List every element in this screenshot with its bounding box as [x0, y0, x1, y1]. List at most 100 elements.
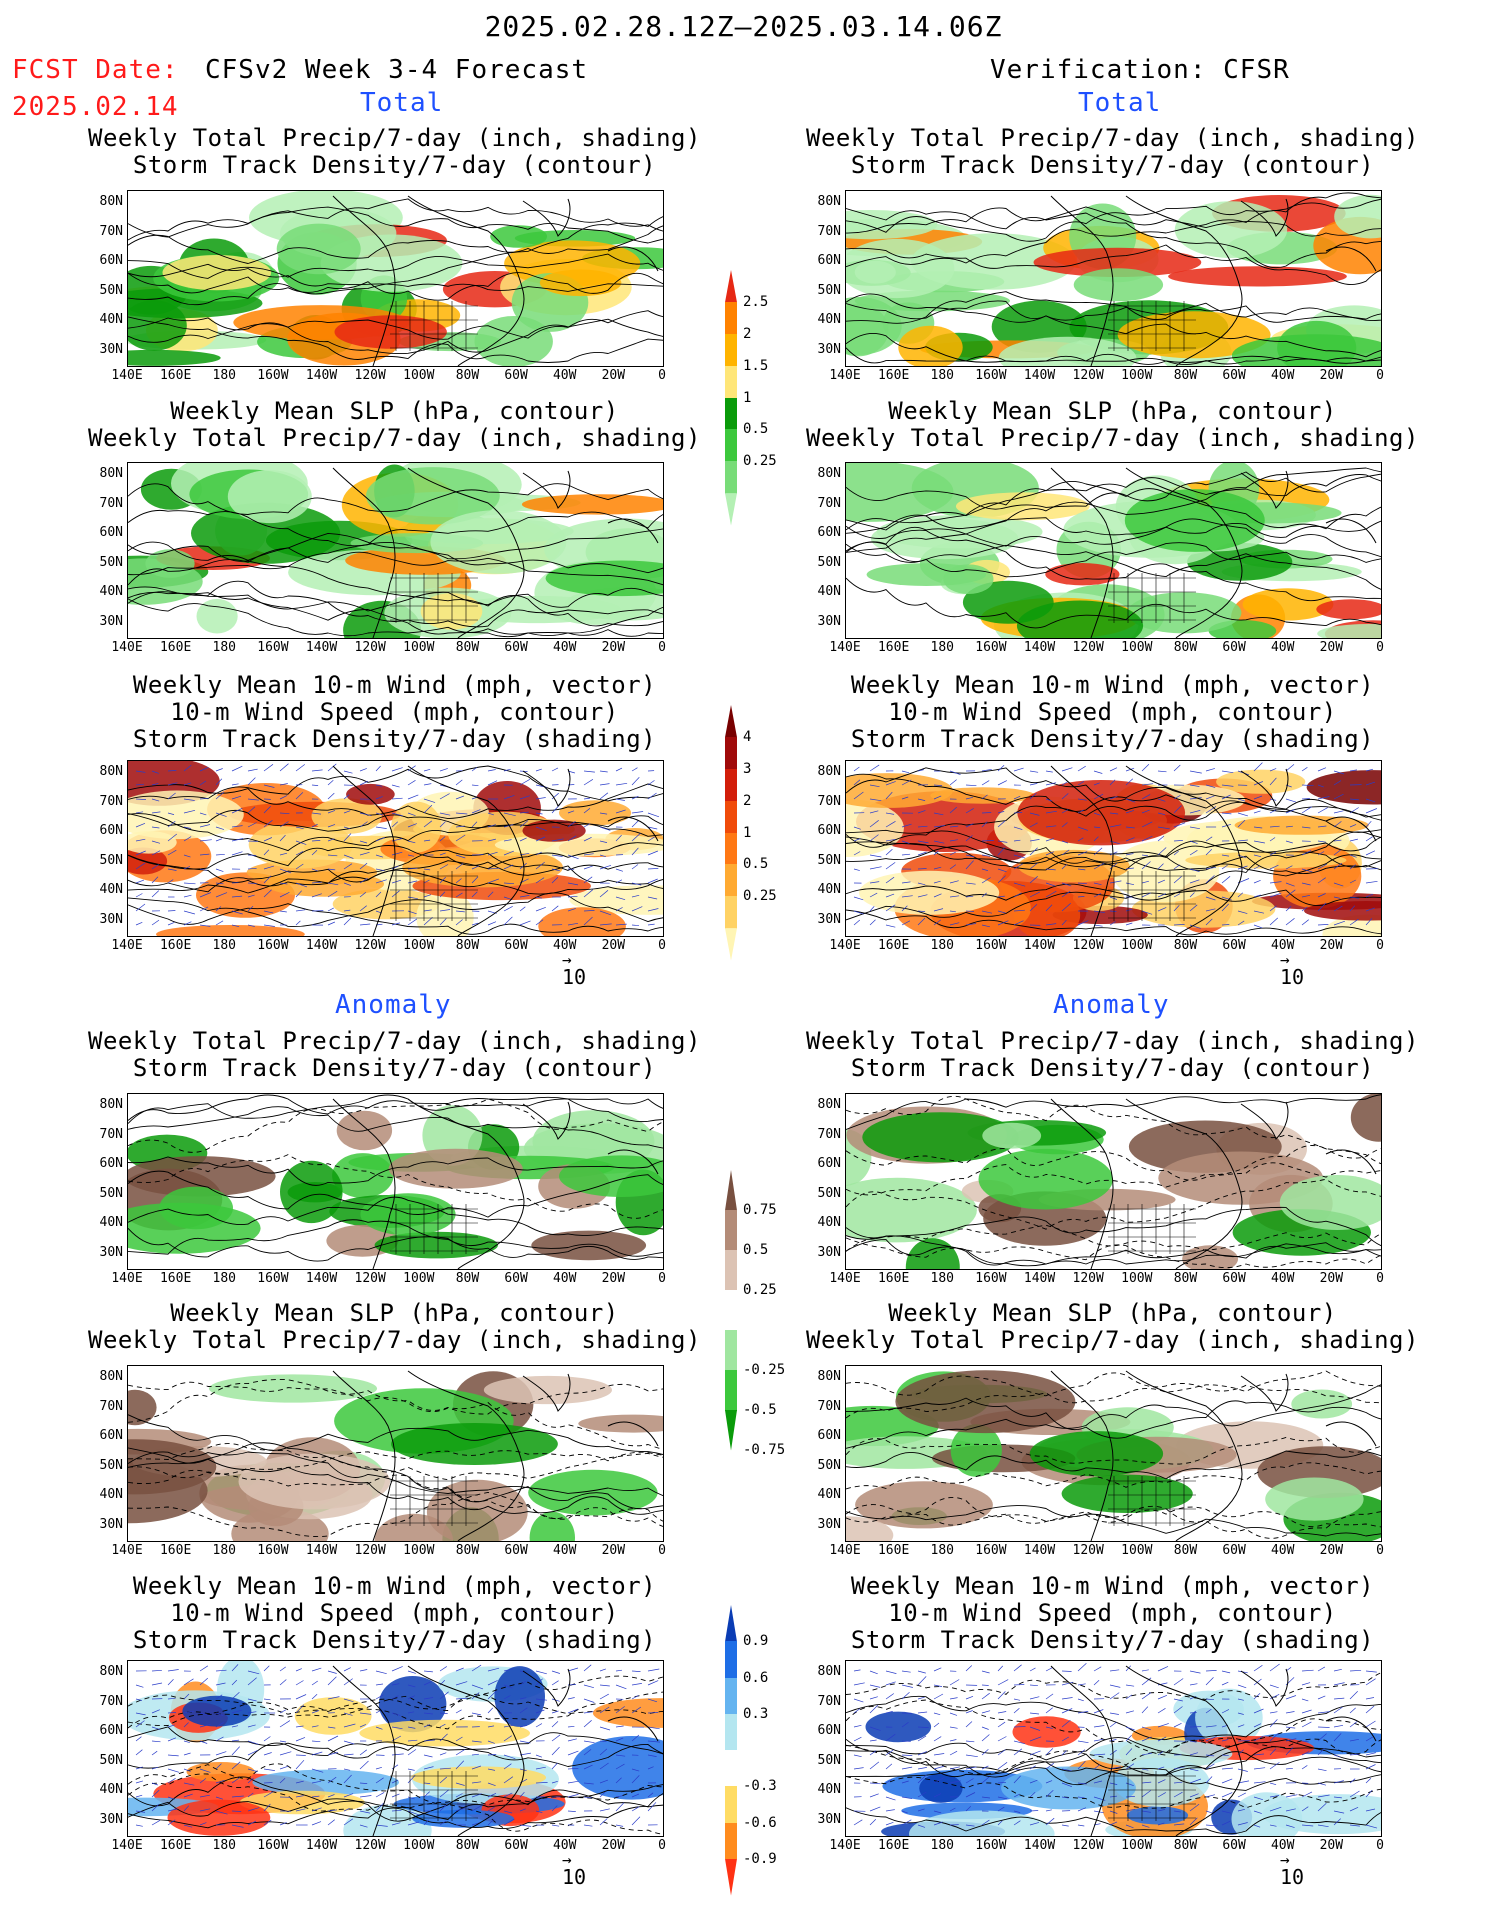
wind-vector	[183, 894, 192, 898]
wind-vector	[1141, 892, 1151, 898]
wind-vector	[1093, 1738, 1104, 1742]
wind-vector	[869, 784, 880, 788]
shading-patch	[494, 1666, 545, 1727]
wind-vector	[375, 1694, 384, 1700]
contour-line	[846, 773, 1381, 821]
contour-line	[128, 903, 663, 935]
shading-patch	[360, 1193, 456, 1236]
lat-label: 70N	[99, 495, 123, 511]
colorbar-swatch	[725, 1170, 737, 1211]
wind-vector	[231, 895, 243, 898]
wind-vector	[519, 837, 527, 842]
wind-vector	[599, 864, 612, 870]
wind-vector	[965, 1754, 978, 1758]
wind-vector	[1109, 824, 1122, 828]
lon-label: 120W	[1072, 1271, 1104, 1286]
wind-vector	[615, 834, 622, 842]
wind-vector	[503, 794, 515, 800]
shading-patch	[426, 1479, 528, 1541]
contour-line	[128, 1491, 663, 1537]
wind-vector	[1109, 1810, 1118, 1814]
wind-vector	[1333, 920, 1346, 926]
wind-vector	[439, 1712, 448, 1714]
wind-vector	[615, 1777, 622, 1784]
wind-vector	[917, 840, 929, 844]
shading-patch	[128, 1389, 157, 1426]
lon-label: 160E	[159, 640, 192, 655]
vector-ref-value: 10	[562, 965, 587, 989]
lon-label: 20W	[601, 1543, 626, 1558]
wind-vector	[631, 894, 640, 898]
lon-label: 160W	[975, 938, 1007, 953]
wind-vector	[647, 1792, 654, 1798]
wind-vector	[151, 1750, 158, 1756]
wind-vector	[933, 880, 941, 884]
lat-label: 50N	[817, 282, 841, 298]
lon-label: 20W	[601, 640, 626, 655]
panel-title: Weekly Mean SLP (hPa, contour) Weekly To…	[806, 1299, 1419, 1354]
map-panel	[127, 760, 664, 937]
wind-vector	[1333, 780, 1342, 786]
wind-vector	[1365, 1752, 1376, 1756]
wind-vector	[1189, 1683, 1198, 1686]
wind-vector	[901, 1766, 913, 1770]
wind-vector	[1125, 810, 1135, 814]
wind-vector	[263, 865, 274, 870]
lon-label: 140E	[111, 1543, 143, 1558]
wind-vector	[1333, 1724, 1344, 1728]
contour-line	[128, 1094, 663, 1123]
wind-vector	[1013, 826, 1023, 830]
contour-line	[846, 520, 1381, 553]
wind-vector	[1077, 896, 1085, 898]
wind-vector	[199, 812, 207, 816]
coastline	[332, 467, 659, 638]
wind-vector	[471, 821, 478, 828]
wind-vector	[327, 1696, 340, 1700]
lat-label: 30N	[99, 613, 123, 629]
lon-label: 160E	[877, 640, 910, 655]
wind-vector	[1125, 767, 1135, 772]
panel-title: Weekly Mean SLP (hPa, contour) Weekly To…	[88, 397, 701, 452]
wind-vector	[1333, 896, 1341, 899]
wind-vector	[1253, 1723, 1262, 1728]
wind-vector	[917, 868, 927, 870]
wind-vector	[375, 1777, 384, 1784]
wind-vector	[1365, 768, 1374, 772]
wind-vector	[247, 1792, 254, 1798]
wind-vector	[327, 838, 335, 842]
wind-vector	[949, 1726, 958, 1729]
shading-patch	[1316, 599, 1381, 620]
wind-vector	[885, 1733, 896, 1742]
wind-vector	[1221, 1681, 1229, 1686]
lon-label: 0	[658, 368, 666, 383]
wind-vector	[647, 1712, 659, 1714]
vector-reference: → 10	[1280, 952, 1305, 990]
wind-vector	[151, 1819, 161, 1826]
wind-vector	[1269, 864, 1279, 870]
map-canvas	[128, 761, 663, 936]
vector-ref-value: 10	[1280, 965, 1305, 989]
wind-vector	[1221, 864, 1228, 870]
map-canvas	[846, 463, 1381, 638]
contour-line	[128, 1170, 663, 1218]
wind-vector	[1013, 854, 1026, 859]
colorbar-label: 0.3	[743, 1705, 769, 1722]
wind-vector	[1189, 1803, 1200, 1812]
wind-vector	[375, 854, 384, 858]
wind-vector	[885, 1681, 896, 1686]
lon-label: 160E	[159, 1543, 192, 1558]
wind-vector	[135, 783, 145, 786]
colorbar-swatch	[725, 1210, 737, 1251]
wind-vector	[423, 783, 432, 786]
wind-vector	[295, 890, 302, 898]
wind-vector	[1205, 918, 1213, 926]
wind-vector	[311, 1807, 322, 1812]
wind-vector	[599, 1740, 607, 1743]
wind-vector	[583, 1711, 594, 1714]
wind-vector	[1189, 784, 1200, 787]
wind-vector	[439, 1820, 447, 1826]
wind-vector	[1333, 1706, 1343, 1714]
wind-vector	[885, 848, 893, 856]
wind-vector	[1029, 1736, 1042, 1742]
wind-vector	[1109, 812, 1119, 815]
